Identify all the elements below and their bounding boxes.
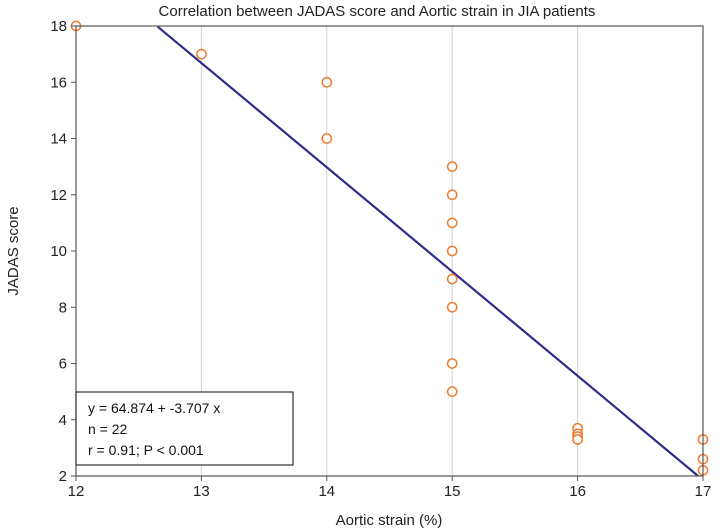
x-tick-label: 15 <box>444 483 461 500</box>
regression-line <box>156 25 699 477</box>
data-point <box>321 76 333 88</box>
ticks-layer: 12 13 14 15 16 17 2 4 6 8 10 12 14 16 18 <box>50 18 711 500</box>
y-tick-label: 14 <box>50 131 67 148</box>
y-tick-label: 16 <box>50 74 67 91</box>
data-point <box>446 273 458 285</box>
stats-equation: y = 64.874 + -3.707 x <box>88 400 220 416</box>
data-point <box>572 434 583 445</box>
y-tick-label: 8 <box>59 299 67 316</box>
y-tick-label: 18 <box>50 18 67 35</box>
y-tick-label: 4 <box>59 412 67 429</box>
data-point <box>446 217 458 229</box>
y-tick-label: 2 <box>59 468 67 485</box>
y-tick-label: 12 <box>50 187 67 204</box>
chart-title: Correlation between JADAS score and Aort… <box>159 3 596 20</box>
stats-box <box>75 391 294 466</box>
x-tick-label: 14 <box>318 483 335 500</box>
stats-box-group: y = 64.874 + -3.707 x n = 22 r = 0.91; P… <box>75 391 294 466</box>
x-axis-label: Aortic strain (%) <box>336 512 443 529</box>
stats-correlation: r = 0.91; P < 0.001 <box>88 442 204 458</box>
x-tick-label: 16 <box>569 483 586 500</box>
stats-n: n = 22 <box>88 421 128 437</box>
regression-layer <box>156 25 699 477</box>
data-point <box>446 161 458 172</box>
data-point <box>446 245 458 257</box>
y-tick-label: 6 <box>59 356 67 373</box>
data-point <box>446 301 458 313</box>
y-axis-label: JADAS score <box>5 206 22 295</box>
x-tick-label: 12 <box>68 483 85 500</box>
data-point <box>446 358 458 369</box>
x-tick-label: 13 <box>193 483 210 500</box>
data-point <box>196 48 207 60</box>
plot-frame <box>75 25 704 477</box>
x-tick-label: 17 <box>695 483 712 500</box>
data-point <box>321 133 333 144</box>
y-tick-label: 10 <box>50 243 67 260</box>
data-point <box>446 386 458 397</box>
data-point <box>446 189 458 201</box>
